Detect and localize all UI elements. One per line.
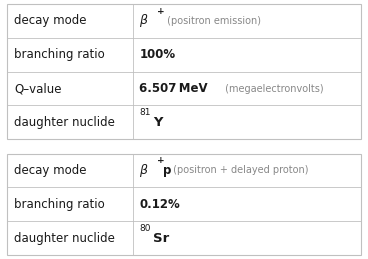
Text: Sr: Sr (153, 232, 170, 245)
Text: +: + (157, 156, 165, 166)
Text: 100%: 100% (139, 48, 176, 61)
Text: 81: 81 (139, 109, 151, 117)
Bar (7, 4, 361, 139)
Text: p: p (163, 164, 172, 177)
Bar (7, 154, 361, 255)
Text: decay mode: decay mode (14, 164, 86, 177)
Text: Y: Y (153, 116, 163, 129)
Text: branching ratio: branching ratio (14, 48, 105, 61)
Text: (positron emission): (positron emission) (164, 16, 261, 26)
Text: $\beta$: $\beta$ (139, 12, 149, 29)
Text: (megaelectronvolts): (megaelectronvolts) (222, 83, 324, 93)
Text: decay mode: decay mode (14, 14, 86, 27)
Text: $\beta$: $\beta$ (139, 162, 149, 179)
Text: (positron + delayed proton): (positron + delayed proton) (170, 166, 308, 176)
Text: 80: 80 (139, 224, 151, 233)
Text: 0.12%: 0.12% (139, 198, 180, 211)
Text: daughter nuclide: daughter nuclide (14, 116, 115, 129)
Text: branching ratio: branching ratio (14, 198, 105, 211)
Text: daughter nuclide: daughter nuclide (14, 232, 115, 245)
Text: +: + (157, 7, 165, 16)
Text: 6.507 MeV: 6.507 MeV (139, 82, 208, 95)
Text: Q–value: Q–value (14, 82, 61, 95)
